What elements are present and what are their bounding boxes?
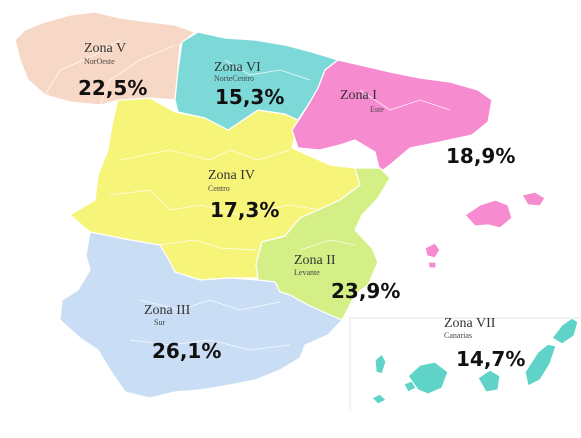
zone-i-labels: Zona I Este 18,9% <box>340 88 515 168</box>
island-fuerteventura <box>524 343 557 387</box>
zona-vi-value: 15,3% <box>215 85 284 109</box>
zona-ii-subtitle: Levante <box>294 268 320 277</box>
zona-vii-subtitle: Canarias <box>444 331 472 340</box>
island-lanzarote <box>551 317 579 345</box>
zona-v-value: 22,5% <box>78 76 147 100</box>
zona-i-subtitle: Este <box>370 105 384 114</box>
region-menorca <box>521 191 546 207</box>
region-ibiza <box>424 242 441 259</box>
zona-ii-name: Zona II <box>294 253 336 268</box>
canarias-frame <box>349 317 581 410</box>
zone-v-labels: Zona V NorOeste 22,5% <box>78 41 147 100</box>
zone-ii-labels: Zona II Levante 23,9% <box>294 253 400 303</box>
zona-v-subtitle: NorOeste <box>84 57 115 66</box>
zona-iv-subtitle: Centro <box>208 184 230 193</box>
region-formentera <box>427 261 437 269</box>
zone-iii-labels: Zona III Sur 26,1% <box>144 303 221 363</box>
region-zona-v <box>14 11 196 106</box>
zona-v-name: Zona V <box>84 41 126 56</box>
province-borders <box>44 39 451 351</box>
island-el-hierro <box>371 393 387 405</box>
region-zona-iii <box>59 231 343 399</box>
island-la-palma <box>374 353 387 375</box>
zona-vi-subtitle: NorteCentro <box>214 74 254 83</box>
island-tenerife <box>407 361 449 395</box>
region-baleares <box>464 199 513 229</box>
zone-iv-labels: Zona IV Centro 17,3% <box>208 168 279 222</box>
zona-iii-value: 26,1% <box>152 339 221 363</box>
zona-ii-value: 23,9% <box>331 279 400 303</box>
zona-iv-name: Zona IV <box>208 168 255 183</box>
zona-iv-value: 17,3% <box>210 198 279 222</box>
region-zona-i <box>291 59 493 173</box>
zona-iii-name: Zona III <box>144 303 191 318</box>
zona-vii-value: 14,7% <box>456 347 525 371</box>
island-gran-canaria <box>477 369 501 393</box>
zona-i-name: Zona I <box>340 88 377 103</box>
zona-i-value: 18,9% <box>446 144 515 168</box>
zone-vi-labels: Zona VI NorteCentro 15,3% <box>214 60 284 109</box>
zona-vi-name: Zona VI <box>214 60 261 75</box>
zona-iii-subtitle: Sur <box>154 318 165 327</box>
zone-vii-labels: Zona VII Canarias 14,7% <box>444 316 525 371</box>
canary-islands <box>371 317 579 405</box>
zona-vii-name: Zona VII <box>444 316 496 331</box>
